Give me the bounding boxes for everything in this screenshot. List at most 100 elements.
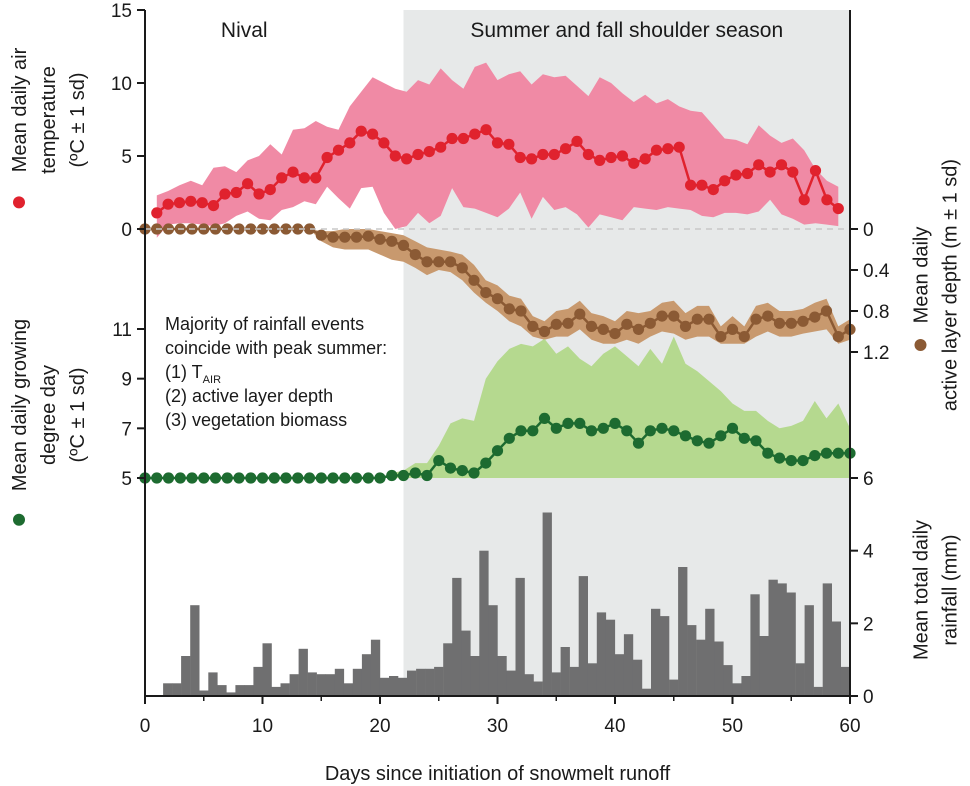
gdd-point — [609, 417, 621, 429]
ald-ylabel-line: active layer depth (m ± 1 sd) — [940, 159, 962, 411]
air-temp-point — [253, 188, 265, 200]
x-tick-label: 40 — [604, 716, 625, 737]
air-temp-point — [560, 143, 572, 155]
gdd-point — [256, 472, 269, 484]
annotation-line: (2) active layer depth — [165, 386, 333, 406]
gdd-ylabel-line: degree day — [38, 365, 60, 465]
rain-y-tick-label: 4 — [863, 542, 874, 563]
rainfall-bar — [235, 685, 245, 696]
gdd-point — [691, 435, 703, 447]
gdd-point — [656, 422, 668, 434]
axis-labels: Nival Summer and fall shoulder season Days… — [9, 19, 962, 785]
active-layer-point — [597, 323, 609, 335]
rainfall-bar — [642, 688, 652, 696]
rainfall-bar — [271, 686, 281, 696]
rain-y-tick-label: 0 — [863, 687, 874, 708]
rainfall-bar — [470, 656, 480, 696]
air-temp-point — [332, 144, 345, 156]
active-layer-point — [444, 256, 457, 268]
active-layer-point — [256, 223, 269, 235]
air-temp-point — [537, 148, 549, 161]
active-layer-point — [797, 315, 809, 327]
axes — [137, 9, 858, 704]
active-layer-point — [421, 256, 433, 268]
rainfall-bar — [723, 665, 733, 696]
rainfall-bar — [479, 550, 489, 696]
annotation-line: (3) vegetation biomass — [165, 410, 347, 430]
rainfall-bar — [533, 681, 543, 696]
gdd-point — [574, 417, 586, 429]
air-temp-point — [469, 128, 481, 140]
gdd-point — [374, 472, 386, 484]
air-temp-point — [298, 172, 310, 184]
gdd-point — [644, 425, 656, 437]
rainfall-bar — [687, 625, 697, 696]
gdd-ylabel-marker — [13, 513, 25, 526]
rainfall-bar — [614, 654, 625, 696]
rainfall-bar — [804, 605, 814, 696]
rainfall-bar — [488, 605, 498, 696]
annotation-subscript: AIR — [203, 374, 221, 386]
active-layer-point — [409, 249, 421, 261]
active-layer-point — [480, 287, 492, 299]
annotation-line: Majority of rainfall events — [165, 314, 364, 334]
rainfall-bar — [181, 656, 191, 696]
air-y-tick-label: 10 — [111, 74, 132, 95]
rainfall-bar — [398, 677, 408, 696]
gdd-ylabel-line: (ºC ± 1 sd) — [67, 368, 89, 463]
air-temp-point — [355, 125, 367, 137]
gdd-y-tick-label: 9 — [121, 370, 132, 391]
gdd-point — [327, 472, 339, 484]
gdd-point — [186, 472, 198, 484]
active-layer-point — [785, 317, 797, 329]
air-temp-point — [276, 172, 288, 184]
active-layer-point — [315, 229, 327, 241]
gdd-point — [785, 455, 797, 467]
air-temp-point — [321, 151, 333, 164]
gdd-ylabel-line: Mean daily growing — [9, 319, 31, 491]
rainfall-bar — [262, 643, 272, 696]
rainfall-bar — [660, 616, 670, 696]
air-temp-sd-band — [156, 62, 839, 238]
gdd-point — [421, 469, 433, 482]
air-temp-point — [605, 151, 617, 164]
series-points — [139, 124, 856, 484]
x-tick-label: 10 — [252, 716, 273, 737]
air-temp-ylabel-line: (ºC ± 1 sd) — [67, 73, 89, 168]
rainfall-bar — [253, 666, 263, 696]
gdd-point — [303, 472, 316, 484]
gdd-point — [750, 435, 762, 447]
gdd-point — [444, 462, 457, 474]
air-temp-point — [457, 132, 469, 145]
gdd-point — [268, 472, 280, 484]
ald-ylabel-line: Mean daily — [911, 227, 933, 324]
rainfall-bars — [163, 512, 851, 697]
rainfall-bar — [352, 668, 363, 697]
active-layer-point — [280, 223, 292, 235]
air-temp-point — [412, 148, 424, 161]
rain-ylabel-line: rainfall (mm) — [940, 534, 962, 645]
rainfall-bar — [325, 674, 335, 696]
gdd-point — [397, 469, 410, 482]
gdd-point — [386, 469, 398, 482]
gdd-point — [832, 447, 844, 459]
air-temp-point — [787, 166, 799, 178]
active-layer-point — [538, 325, 551, 338]
gdd-point — [280, 472, 292, 484]
air-temp-point — [685, 179, 697, 191]
gdd-sd-band — [145, 336, 850, 478]
air-temp-point — [741, 167, 754, 180]
rainfall-bar — [199, 690, 209, 696]
rainfall-bar — [244, 685, 254, 696]
air-temp-point — [628, 157, 640, 169]
air-temp-point — [378, 137, 390, 149]
rainfall-bar — [831, 621, 841, 696]
rainfall-bar — [768, 579, 778, 696]
active-layer-point — [609, 328, 621, 340]
air-y-tick-label: 15 — [111, 1, 132, 22]
rainfall-bar — [416, 668, 426, 697]
active-layer-point — [303, 223, 316, 235]
air-temp-point — [730, 169, 742, 181]
air-temp-point — [809, 165, 822, 177]
rainfall-bar — [343, 683, 354, 696]
